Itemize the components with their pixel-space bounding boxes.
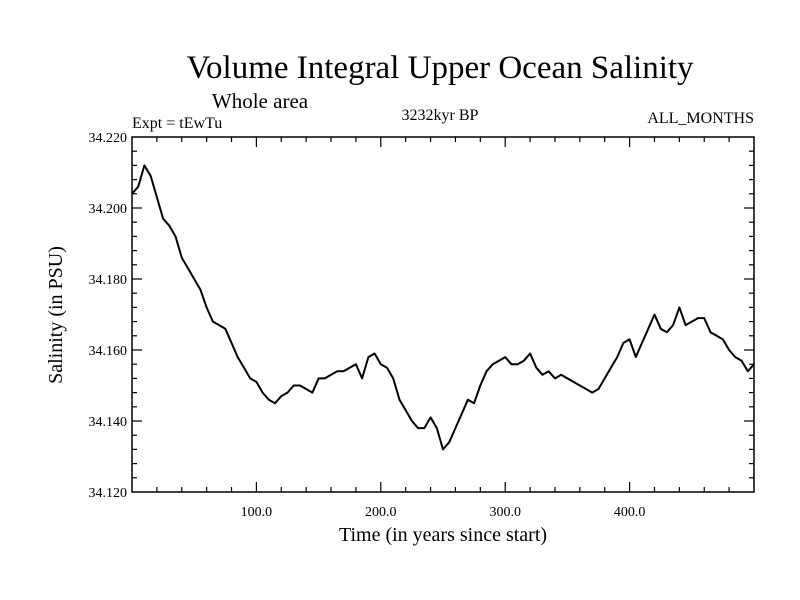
x-tick-label: 400.0	[614, 505, 646, 520]
y-tick-label: 34.180	[89, 273, 128, 288]
y-tick-labels: 34.120 34.140 34.160 34.180 34.200 34.220	[89, 131, 128, 501]
y-tick-label: 34.120	[89, 486, 128, 501]
axis-ticks	[132, 137, 754, 492]
salinity-series-line	[131, 164, 755, 451]
chart-title: Volume Integral Upper Ocean Salinity	[186, 50, 694, 86]
y-tick-label: 34.200	[89, 202, 128, 217]
x-axis-label: Time (in years since start)	[339, 524, 547, 546]
period-label: 3232kyr BP	[402, 107, 479, 124]
chart-subtitle: Whole area	[212, 89, 309, 113]
experiment-label: Expt = tEwTu	[132, 115, 222, 132]
y-axis-label: Salinity (in PSU)	[45, 246, 67, 384]
x-tick-label: 100.0	[241, 505, 273, 520]
x-tick-label: 300.0	[489, 505, 521, 520]
plot-frame	[131, 136, 755, 493]
y-tick-label: 34.220	[89, 131, 128, 146]
y-tick-label: 34.140	[89, 415, 128, 430]
x-tick-labels: 100.0 200.0 300.0 400.0	[241, 505, 646, 520]
y-tick-label: 34.160	[89, 344, 128, 359]
months-label: ALL_MONTHS	[647, 110, 754, 127]
x-tick-label: 200.0	[365, 505, 397, 520]
